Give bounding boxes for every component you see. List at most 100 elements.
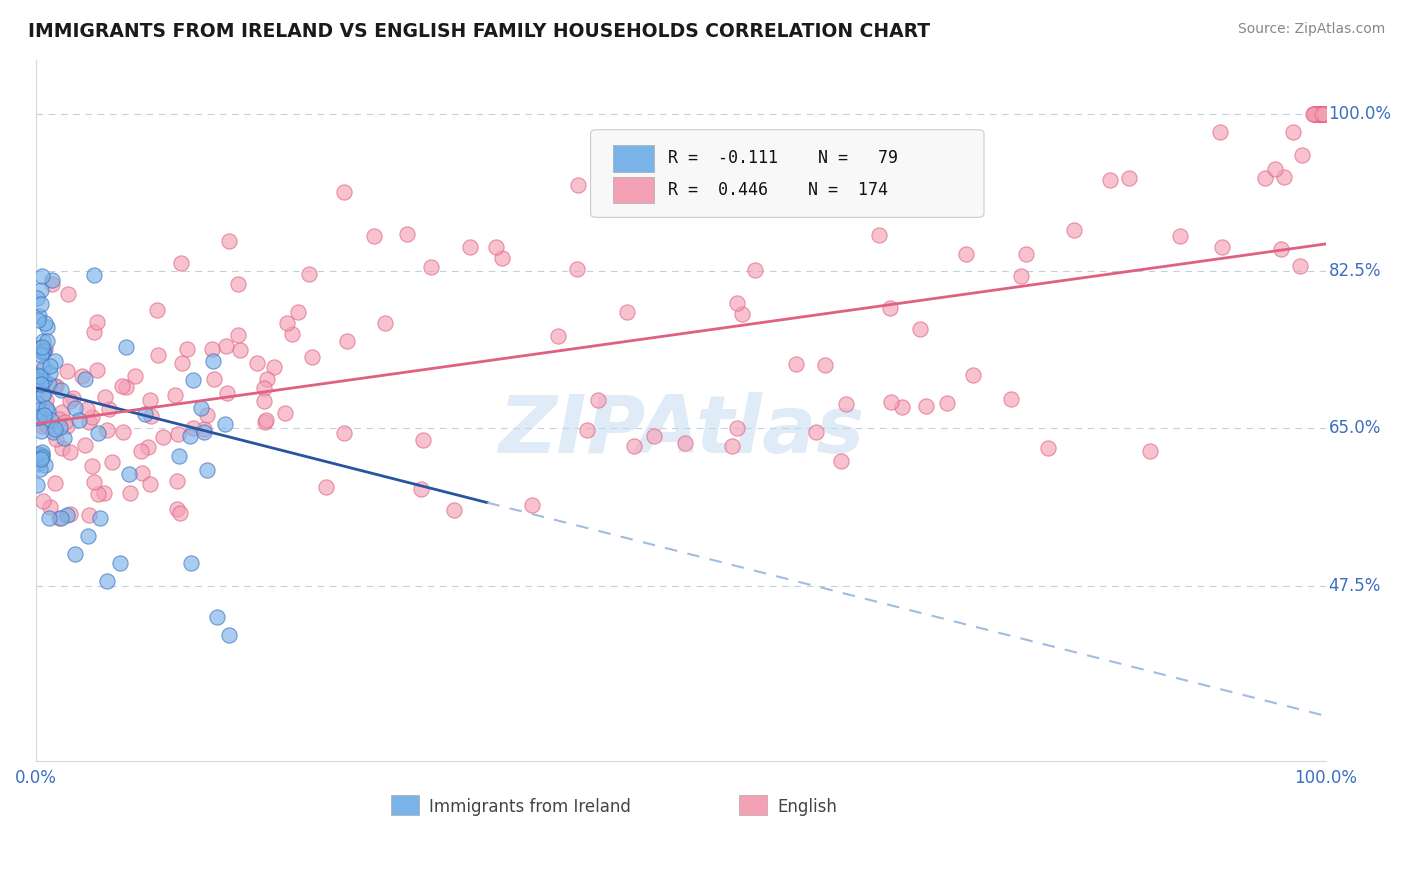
Point — [419, 260, 441, 274]
Point — [59, 507, 82, 521]
Point — [955, 247, 977, 261]
Point — [287, 304, 309, 318]
Point — [37, 404, 59, 418]
Point — [49, 511, 72, 525]
Point — [83, 326, 105, 340]
Point — [575, 423, 598, 437]
Point — [31, 419, 53, 434]
Point — [72, 368, 94, 383]
Point — [37, 319, 59, 334]
Point — [56, 364, 79, 378]
Point — [28, 410, 51, 425]
Point — [263, 360, 285, 375]
Point — [27, 457, 49, 471]
Point — [1312, 106, 1334, 120]
Point — [830, 453, 852, 467]
Point — [336, 334, 359, 348]
Point — [117, 467, 139, 482]
Point — [76, 402, 98, 417]
Point — [32, 410, 55, 425]
Point — [1309, 106, 1331, 120]
Point — [1305, 106, 1327, 120]
Point — [49, 384, 72, 398]
Point — [38, 359, 60, 373]
Point — [936, 395, 959, 409]
Point — [814, 358, 837, 372]
Point — [31, 345, 53, 359]
Point — [1118, 170, 1140, 185]
Point — [31, 371, 53, 385]
Point — [48, 412, 70, 426]
Point — [181, 373, 204, 387]
Point — [32, 344, 55, 359]
Point — [179, 429, 201, 443]
Point — [31, 387, 53, 401]
Point — [31, 450, 53, 464]
Point — [195, 463, 218, 477]
FancyBboxPatch shape — [591, 129, 984, 218]
Point — [1291, 148, 1313, 162]
Point — [89, 511, 111, 525]
Point — [409, 482, 432, 496]
Point — [41, 277, 63, 292]
Point — [1312, 106, 1334, 120]
Point — [1036, 442, 1059, 456]
Point — [315, 480, 337, 494]
Point — [166, 501, 188, 516]
Point — [180, 556, 202, 570]
Point — [673, 436, 696, 450]
Point — [39, 413, 62, 427]
Point — [101, 455, 124, 469]
Point — [37, 419, 59, 434]
Point — [363, 228, 385, 243]
Text: ZIPAtlas: ZIPAtlas — [498, 392, 865, 470]
Bar — [391, 796, 419, 815]
Point — [396, 227, 419, 241]
Point — [32, 372, 55, 386]
Point — [59, 445, 82, 459]
Point — [97, 401, 120, 416]
Point — [148, 348, 170, 362]
Point — [1282, 124, 1305, 138]
Point — [112, 425, 135, 439]
Point — [131, 443, 153, 458]
Point — [226, 327, 249, 342]
Point — [443, 503, 465, 517]
Point — [785, 357, 807, 371]
Point — [96, 574, 118, 588]
Point — [1139, 443, 1161, 458]
Text: R =  0.446    N =  174: R = 0.446 N = 174 — [668, 181, 889, 199]
Point — [218, 234, 240, 248]
Point — [56, 419, 79, 434]
Point — [62, 391, 84, 405]
Point — [32, 386, 55, 401]
Point — [1303, 106, 1326, 120]
Point — [38, 376, 60, 391]
Point — [27, 313, 49, 327]
Point — [201, 342, 224, 356]
Text: English: English — [778, 797, 838, 815]
Point — [229, 343, 252, 357]
Point — [86, 362, 108, 376]
Point — [915, 399, 938, 413]
Point — [1254, 170, 1277, 185]
Point — [87, 426, 110, 441]
Point — [193, 422, 215, 436]
Point — [1209, 124, 1232, 138]
Point — [152, 430, 174, 444]
Point — [1310, 106, 1333, 120]
Point — [111, 379, 134, 393]
Point — [373, 316, 395, 330]
Text: Source: ZipAtlas.com: Source: ZipAtlas.com — [1237, 22, 1385, 37]
Point — [835, 397, 858, 411]
Point — [215, 386, 238, 401]
Point — [181, 421, 204, 435]
Point — [163, 388, 186, 402]
Point — [215, 339, 238, 353]
Point — [35, 334, 58, 349]
Point — [1310, 106, 1333, 120]
Point — [146, 303, 169, 318]
Point — [124, 369, 146, 384]
Point — [56, 287, 79, 301]
Point — [28, 368, 51, 383]
